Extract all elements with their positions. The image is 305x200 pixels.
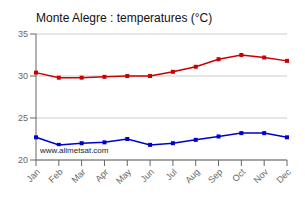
svg-text:25: 25 <box>18 113 28 123</box>
svg-text:Mar: Mar <box>70 167 88 185</box>
svg-text:20: 20 <box>18 155 28 165</box>
svg-text:Dec: Dec <box>275 167 294 186</box>
svg-text:Apr: Apr <box>93 167 110 184</box>
svg-text:Sep: Sep <box>206 167 224 185</box>
svg-text:Feb: Feb <box>47 167 65 185</box>
svg-text:35: 35 <box>18 29 28 39</box>
svg-text:May: May <box>114 167 133 186</box>
html-text:Monte Alegre : temperatures (°: Monte Alegre : temperatures (°C) <box>36 11 213 25</box>
svg-text:Jul: Jul <box>164 167 179 182</box>
svg-text:Aug: Aug <box>183 167 201 185</box>
svg-text:Jun: Jun <box>139 167 156 184</box>
svg-text:30: 30 <box>18 71 28 81</box>
html-text:www.allmetsat.com: www.allmetsat.com <box>40 146 109 155</box>
svg-text:Jan: Jan <box>25 167 42 184</box>
svg-text:Nov: Nov <box>252 167 271 186</box>
svg-text:Oct: Oct <box>230 167 247 184</box>
